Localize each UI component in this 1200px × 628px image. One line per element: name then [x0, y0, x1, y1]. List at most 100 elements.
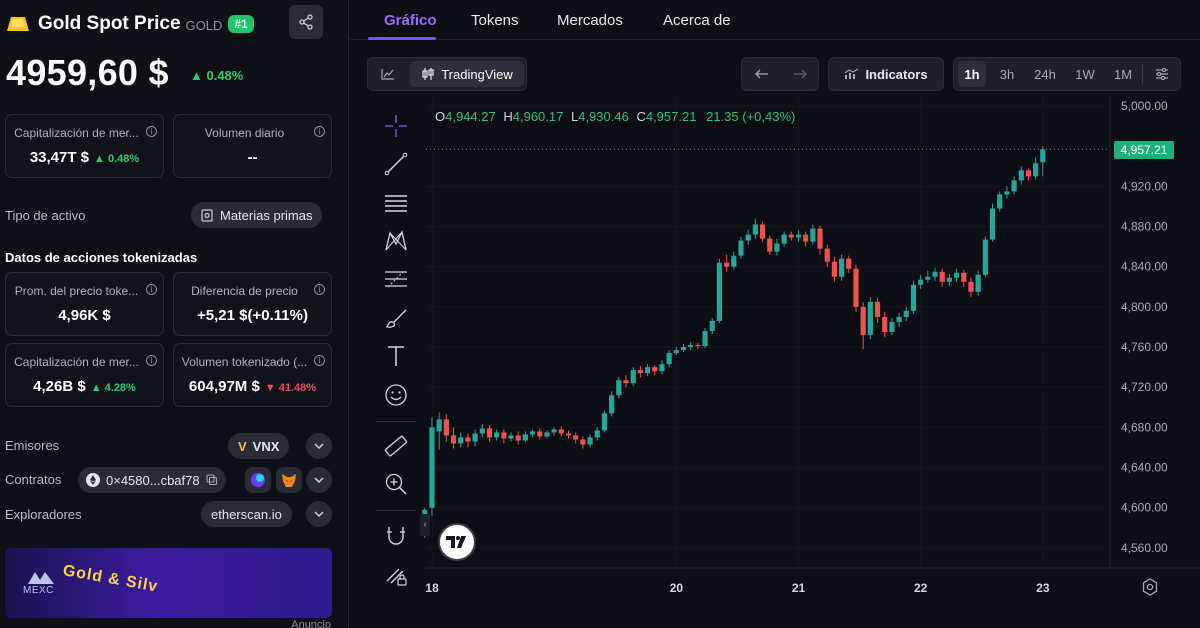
- candle-body: [781, 234, 787, 244]
- indicators-button[interactable]: Indicators: [833, 61, 939, 87]
- market-cap-amount: 33,47T $: [29, 149, 90, 166]
- candle-body: [831, 261, 837, 277]
- info-icon[interactable]: i: [146, 284, 157, 295]
- trend-line-tool[interactable]: [376, 149, 416, 179]
- tradingview-button[interactable]: TradingView: [410, 61, 524, 87]
- info-icon[interactable]: i: [314, 126, 325, 137]
- contract-address: 0×4580...cbaf78: [106, 472, 200, 488]
- candle-body: [846, 258, 852, 269]
- candle-body: [860, 306, 866, 336]
- gear-icon: [1142, 578, 1158, 596]
- tradingview-label: TradingView: [441, 66, 513, 82]
- info-icon[interactable]: i: [146, 355, 157, 366]
- tokenized-volume-amount: 604,97M $: [188, 378, 260, 395]
- candle-body: [702, 330, 708, 347]
- y-tick-label: 4,840.00: [1121, 260, 1168, 274]
- candle-body: [925, 276, 931, 280]
- share-button[interactable]: [289, 5, 323, 39]
- ad-headline: Gold & Silv: [61, 562, 160, 596]
- candle-body: [623, 380, 629, 384]
- candle-body: [630, 370, 636, 384]
- asset-type-pill[interactable]: Materias primas: [191, 202, 323, 228]
- contract-address-pill[interactable]: 0×4580...cbaf78: [78, 467, 226, 493]
- magnet-tool[interactable]: [376, 521, 416, 551]
- metamask-button[interactable]: [276, 467, 302, 493]
- line-chart-button[interactable]: [372, 61, 404, 87]
- candle-body: [594, 430, 600, 438]
- explorer-pill[interactable]: etherscan.io: [201, 501, 292, 527]
- candle-body: [932, 271, 938, 277]
- chart-panel: Gráfico Tokens Mercados Acerca de: [350, 0, 1200, 628]
- issuers-expand-button[interactable]: [306, 433, 332, 459]
- info-icon[interactable]: i: [314, 284, 325, 295]
- tab-chart[interactable]: Gráfico: [384, 12, 437, 29]
- avg-token-price-label: Prom. del precio toke...: [14, 284, 139, 298]
- brush-tool[interactable]: [376, 303, 416, 333]
- candle-body: [745, 234, 751, 241]
- interval-1m[interactable]: 1M: [1113, 66, 1133, 82]
- advertisement-banner[interactable]: MEXC Gold & Silv: [5, 548, 332, 618]
- pattern-tool[interactable]: [376, 226, 416, 256]
- interval-3h[interactable]: 3h: [999, 66, 1015, 82]
- current-price: 4959,60 $: [6, 52, 169, 93]
- tokenized-volume-card: Volumen tokenizado (... i 604,97M $ ▼ 41.…: [173, 343, 332, 407]
- asset-sidebar: Gold Spot Price GOLD #1 4959,60 $ ▲ 0.48…: [0, 0, 349, 628]
- fib-tool[interactable]: [376, 265, 416, 295]
- daily-volume-label: Volumen diario: [204, 126, 285, 140]
- candle-body: [1004, 191, 1010, 195]
- chain-logo-button[interactable]: [245, 467, 271, 493]
- candle-body: [544, 432, 550, 437]
- emoji-tool[interactable]: [376, 380, 416, 410]
- crosshair-icon: [385, 115, 407, 137]
- tradingview-logo[interactable]: [438, 523, 476, 561]
- candle-body: [810, 228, 816, 242]
- ad-brand: MEXC: [23, 585, 54, 596]
- chevron-down-icon: [314, 443, 324, 449]
- candle-body: [422, 509, 428, 516]
- measure-tool[interactable]: [376, 431, 416, 461]
- candle-body: [752, 224, 758, 235]
- candle-body: [867, 301, 873, 336]
- horizontal-lines-tool[interactable]: [376, 188, 416, 218]
- interval-24h[interactable]: 24h: [1034, 66, 1056, 82]
- y-tick-label: 4,560.00: [1121, 541, 1168, 555]
- candle-body: [975, 274, 981, 292]
- market-cap-change: ▲ 0.48%: [94, 153, 140, 165]
- issuer-pill[interactable]: V VNX: [228, 433, 290, 459]
- fibonacci-icon: [385, 270, 407, 288]
- undo-button[interactable]: [746, 61, 778, 87]
- tab-tokens[interactable]: Tokens: [471, 12, 519, 29]
- lock-drawings-tool[interactable]: [376, 560, 416, 590]
- price-chart[interactable]: 5,000.004,960.004,920.004,880.004,840.00…: [350, 0, 1200, 628]
- pattern-icon: [385, 230, 407, 251]
- collapse-toolbar-handle[interactable]: ‹: [420, 514, 430, 536]
- interval-1h[interactable]: 1h: [958, 61, 986, 87]
- tab-about[interactable]: Acerca de: [663, 12, 731, 29]
- candle-body: [968, 281, 974, 292]
- rank-badge: #1: [228, 15, 254, 33]
- zoom-tool[interactable]: [376, 469, 416, 499]
- market-cap-value: 33,47T $ ▲ 0.48%: [6, 149, 163, 166]
- info-icon[interactable]: i: [146, 126, 157, 137]
- copy-icon[interactable]: [206, 474, 218, 486]
- interval-1w[interactable]: 1W: [1075, 66, 1095, 82]
- text-icon: [388, 346, 404, 366]
- axis-settings-button[interactable]: [1140, 577, 1160, 597]
- tab-markets[interactable]: Mercados: [557, 12, 623, 29]
- redo-button[interactable]: [784, 61, 816, 87]
- asset-name: Gold Spot Price: [38, 13, 181, 34]
- candle-body: [609, 395, 615, 414]
- tokenized-volume-value: 604,97M $ ▼ 41.48%: [174, 378, 331, 395]
- info-icon[interactable]: i: [314, 355, 325, 366]
- candle-body: [709, 320, 715, 331]
- arrow-left-icon: [755, 69, 768, 79]
- contracts-expand-button[interactable]: [306, 467, 332, 493]
- text-tool[interactable]: [376, 341, 416, 371]
- chart-settings-button[interactable]: [1148, 61, 1176, 87]
- x-tick-label: 21: [792, 581, 806, 595]
- crosshair-tool[interactable]: [376, 111, 416, 141]
- ohlc-low: 4,930.46: [578, 109, 629, 124]
- explorers-expand-button[interactable]: [306, 501, 332, 527]
- ethereum-icon: [86, 473, 100, 487]
- horizontal-lines-icon: [385, 195, 407, 212]
